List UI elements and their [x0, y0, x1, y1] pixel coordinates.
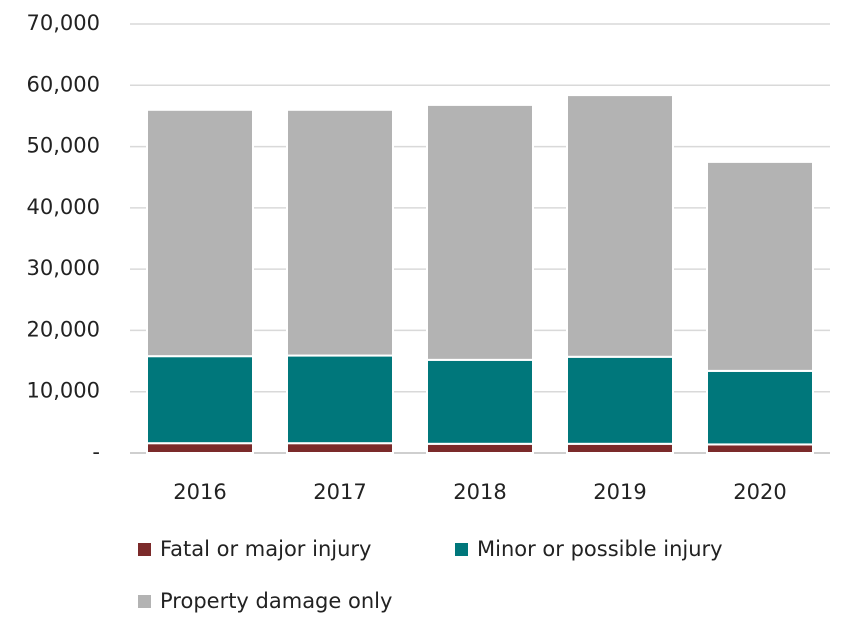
bar-segment [426, 442, 534, 454]
y-tick-label: 60,000 [27, 72, 100, 96]
y-tick-label: 20,000 [27, 317, 100, 341]
bar-segment [146, 442, 254, 454]
bar-segment [286, 354, 394, 445]
bar-segment [706, 160, 814, 372]
legend-label: Minor or possible injury [477, 537, 723, 561]
y-tick-label: - [92, 440, 100, 464]
bar-segment [706, 443, 814, 455]
bar-segment [566, 94, 674, 358]
legend-swatch [455, 543, 468, 556]
x-tick-label: 2018 [453, 480, 506, 504]
bar-segment [286, 108, 394, 357]
legend-swatch [138, 543, 151, 556]
y-tick-label: 70,000 [27, 11, 100, 35]
y-tick-label: 10,000 [27, 379, 100, 403]
bar-segment [146, 355, 254, 445]
y-tick-label: 50,000 [27, 134, 100, 158]
x-tick-label: 2017 [313, 480, 366, 504]
bar-segment [426, 358, 534, 445]
bar-segment [286, 442, 394, 454]
y-tick-label: 40,000 [27, 195, 100, 219]
x-tick-label: 2019 [593, 480, 646, 504]
bar-segment [566, 355, 674, 445]
bar-segment [706, 369, 814, 446]
x-tick-label: 2016 [173, 480, 226, 504]
bar-segment [146, 108, 254, 358]
legend-label: Fatal or major injury [160, 537, 371, 561]
x-tick-label: 2020 [733, 480, 786, 504]
y-tick-label: 30,000 [27, 256, 100, 280]
legend-swatch [138, 595, 151, 608]
legend-label: Property damage only [160, 589, 392, 613]
bar-segment [426, 103, 534, 361]
bar-segment [566, 442, 674, 454]
